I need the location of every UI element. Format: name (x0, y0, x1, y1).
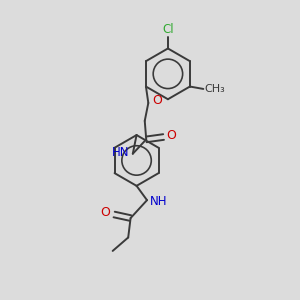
Text: O: O (152, 94, 162, 107)
Text: O: O (167, 129, 176, 142)
Text: NH: NH (149, 195, 167, 208)
Text: Cl: Cl (162, 23, 174, 36)
Text: HN: HN (112, 146, 129, 159)
Text: O: O (101, 206, 111, 219)
Text: CH₃: CH₃ (205, 84, 226, 94)
